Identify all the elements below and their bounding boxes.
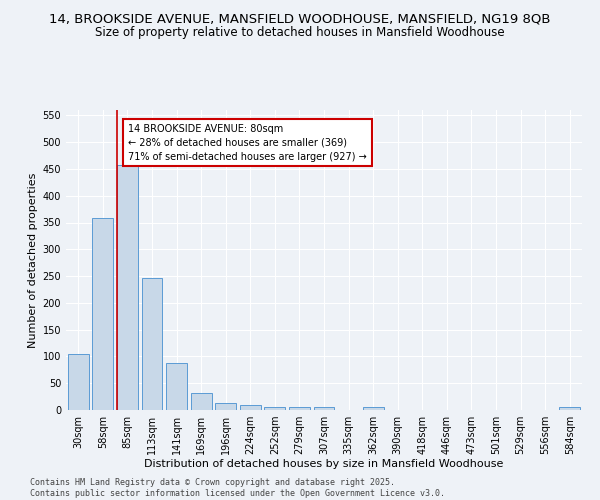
Bar (289, 408, 310, 410)
Bar (142, 278, 163, 410)
Bar (117, 165, 138, 410)
Bar (92, 218, 113, 410)
Text: Size of property relative to detached houses in Mansfield Woodhouse: Size of property relative to detached ho… (95, 26, 505, 39)
Bar (68, 354, 89, 410)
Bar (362, 408, 383, 410)
Text: 14 BROOKSIDE AVENUE: 80sqm
← 28% of detached houses are smaller (369)
71% of sem: 14 BROOKSIDE AVENUE: 80sqm ← 28% of deta… (128, 124, 367, 162)
Bar (191, 393, 212, 410)
Text: 14, BROOKSIDE AVENUE, MANSFIELD WOODHOUSE, MANSFIELD, NG19 8QB: 14, BROOKSIDE AVENUE, MANSFIELD WOODHOUS… (49, 12, 551, 26)
Bar (265, 407, 286, 410)
Bar (559, 408, 580, 410)
Y-axis label: Number of detached properties: Number of detached properties (28, 172, 38, 348)
Bar (215, 403, 236, 410)
X-axis label: Distribution of detached houses by size in Mansfield Woodhouse: Distribution of detached houses by size … (145, 458, 503, 468)
Bar (240, 405, 261, 410)
Bar (166, 363, 187, 410)
Bar (314, 408, 334, 410)
Text: Contains HM Land Registry data © Crown copyright and database right 2025.
Contai: Contains HM Land Registry data © Crown c… (30, 478, 445, 498)
